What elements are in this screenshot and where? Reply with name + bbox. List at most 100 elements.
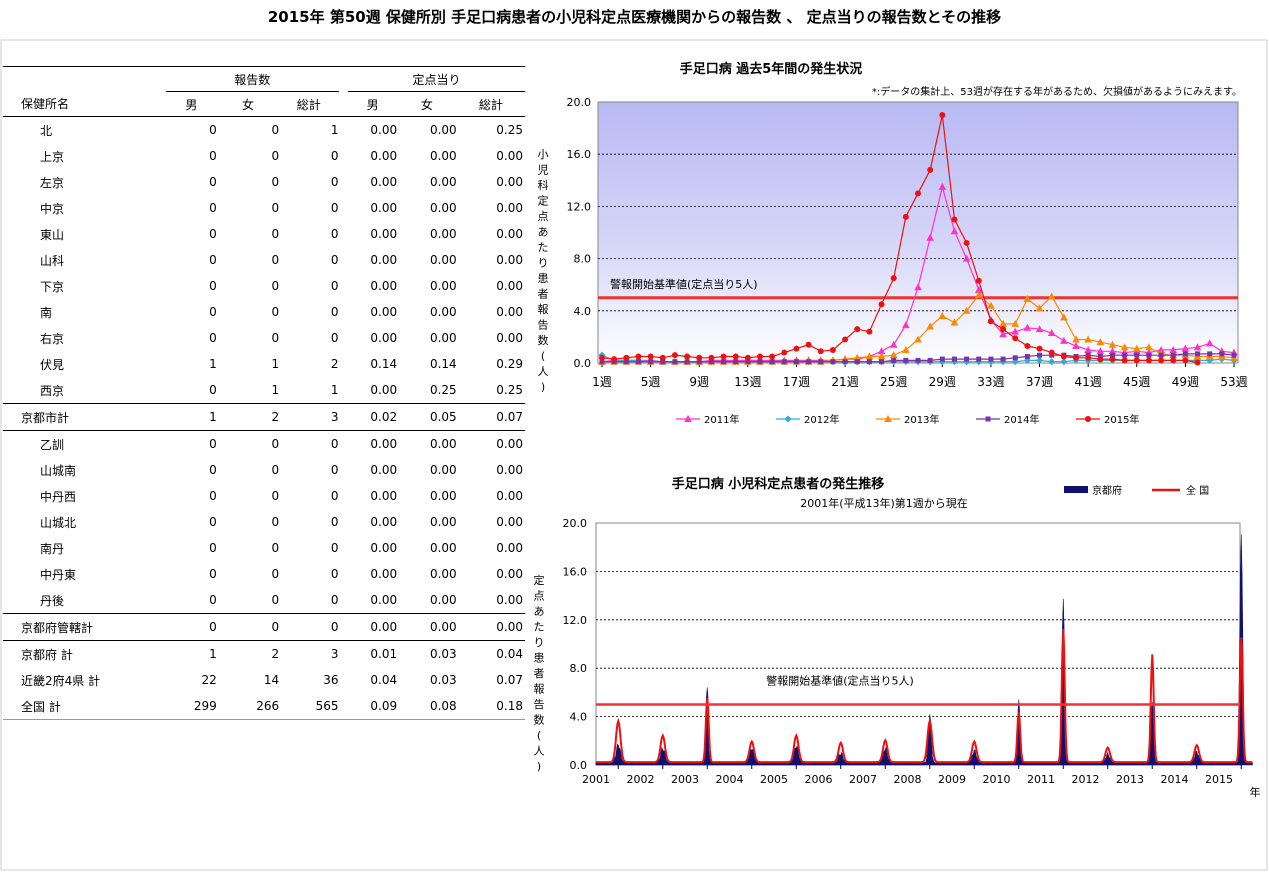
chart1-ytick-label: 16.0	[567, 148, 592, 161]
cell-female: 0	[216, 587, 280, 614]
chart1-point	[1047, 292, 1056, 300]
cell-total: 1	[279, 377, 339, 404]
chart1-point	[879, 359, 885, 365]
cell-per-female: 0.03	[429, 647, 457, 661]
cell-per-female: 0.25	[397, 377, 457, 404]
cell-female: 0	[216, 613, 280, 641]
chart1-xtick-label: 21週	[831, 375, 858, 389]
table-row: 南丹 0 0 0 0.00 0.00 0.00	[3, 535, 525, 561]
cell-male: 0	[166, 613, 217, 641]
row-name: 山科	[40, 253, 65, 268]
cell-female: 0	[271, 253, 280, 267]
row-name: 山城北	[40, 515, 77, 530]
cell-total: 3	[330, 647, 339, 661]
cell-female: 14	[263, 673, 280, 687]
cell-per-female: 0.03	[429, 673, 457, 687]
cell-per-total: 0.00	[496, 437, 523, 451]
cell-male: 0	[209, 463, 217, 477]
chart1-point	[1084, 335, 1092, 343]
cell-male: 0	[209, 331, 217, 345]
chart1-point	[962, 254, 971, 262]
cell-male: 0	[166, 587, 217, 614]
chart1-point	[1036, 356, 1044, 364]
chart1-point	[1132, 344, 1141, 352]
chart1-point	[987, 318, 994, 325]
table-row: 全国 計 299 266 565 0.09 0.08 0.18	[3, 693, 525, 720]
cell-total: 565	[279, 693, 339, 720]
cell-per-male: 0.00	[370, 175, 398, 189]
chart1-point	[708, 354, 715, 361]
chart1-point	[1073, 354, 1079, 361]
cell-per-total: 0.00	[496, 149, 523, 163]
cell-female: 0	[271, 331, 280, 345]
page-frame	[0, 39, 1268, 871]
chart1-xtick-label: 53週	[1220, 375, 1247, 389]
cell-per-male: 0.00	[370, 331, 398, 345]
cell-male: 0	[209, 437, 217, 451]
chart1-xtick-label: 1週	[592, 375, 612, 389]
chart1-point	[1096, 338, 1105, 346]
chart1-point	[938, 312, 947, 320]
cell-per-female: 0.00	[429, 463, 457, 477]
chart1-xtick-label: 17週	[783, 375, 810, 389]
chart1-xtick-label: 13週	[734, 375, 761, 389]
chart2-xtick-label: 2015	[1205, 773, 1233, 786]
chart1-point	[635, 359, 641, 365]
chart1-xtick-label: 45週	[1123, 375, 1150, 389]
chart1-point	[1084, 345, 1092, 353]
cell-total: 0	[330, 227, 339, 241]
chart2-xtick-label: 2006	[805, 773, 833, 786]
row-name: 東山	[40, 227, 65, 242]
chart1-point	[1048, 349, 1055, 356]
cell-total: 0	[330, 305, 339, 319]
cell-per-male: 0.00	[370, 123, 398, 137]
chart1-point	[927, 166, 934, 173]
chart1-point	[1109, 356, 1116, 363]
chart1-point	[1011, 327, 1020, 335]
chart1-point	[757, 353, 763, 360]
cell-female: 1	[216, 377, 280, 404]
cell-per-male: 0.00	[348, 377, 398, 404]
chart1-point	[877, 352, 886, 360]
chart1-point	[1024, 343, 1031, 350]
cell-per-male: 0.00	[348, 613, 398, 641]
cell-per-total: 0.00	[456, 587, 525, 614]
cell-per-male: 0.02	[348, 403, 398, 431]
chart1-point	[1182, 351, 1188, 357]
chart1-xtick-label: 41週	[1075, 375, 1102, 389]
chart1-threshold-label: 警報開始基準値(定点当り5人)	[610, 277, 758, 291]
row-name: 伏見	[40, 357, 65, 372]
cell-per-total: 0.25	[496, 123, 523, 137]
cell-per-total: 0.00	[496, 489, 523, 503]
chart1-point	[1145, 357, 1152, 364]
chart1-point	[806, 359, 812, 365]
chart1-point	[1012, 335, 1019, 342]
chart1-xtick-label: 25週	[880, 375, 907, 389]
col-header-per-total: 総計	[456, 91, 525, 117]
chart1-legend-marker	[784, 415, 792, 423]
chart1-point	[793, 345, 800, 352]
cell-per-female: 0.00	[397, 613, 457, 641]
chart1-point	[1158, 352, 1164, 358]
row-name: 南丹	[40, 541, 65, 556]
chart1-point	[1035, 304, 1044, 312]
cell-total: 0	[279, 613, 339, 641]
cell-per-total: 0.00	[496, 175, 523, 189]
chart2-xtick-label: 2008	[894, 773, 922, 786]
page-title: 2015年 第50週 保健所別 手足口病患者の小児科定点医療機関からの報告数 、…	[267, 8, 1002, 26]
row-name: 下京	[40, 279, 65, 294]
chart2-title: 手足口病 小児科定点患者の発生推移	[672, 476, 885, 492]
chart1-point	[744, 354, 751, 361]
chart1-point	[1157, 345, 1165, 353]
cell-male: 0	[209, 567, 217, 581]
chart2-xtick-label: 2012	[1072, 773, 1100, 786]
chart2-xtick-label: 2003	[671, 773, 699, 786]
cell-total: 0	[330, 175, 339, 189]
chart1-point	[769, 353, 776, 360]
group-header-per-sentinel: 定点当り	[348, 66, 525, 92]
cell-per-total: 0.00	[496, 567, 523, 581]
chart1-point	[1122, 352, 1128, 358]
row-name: 京都府 計	[21, 647, 73, 662]
cell-female: 2	[271, 647, 280, 661]
chart1-point	[1060, 353, 1067, 360]
